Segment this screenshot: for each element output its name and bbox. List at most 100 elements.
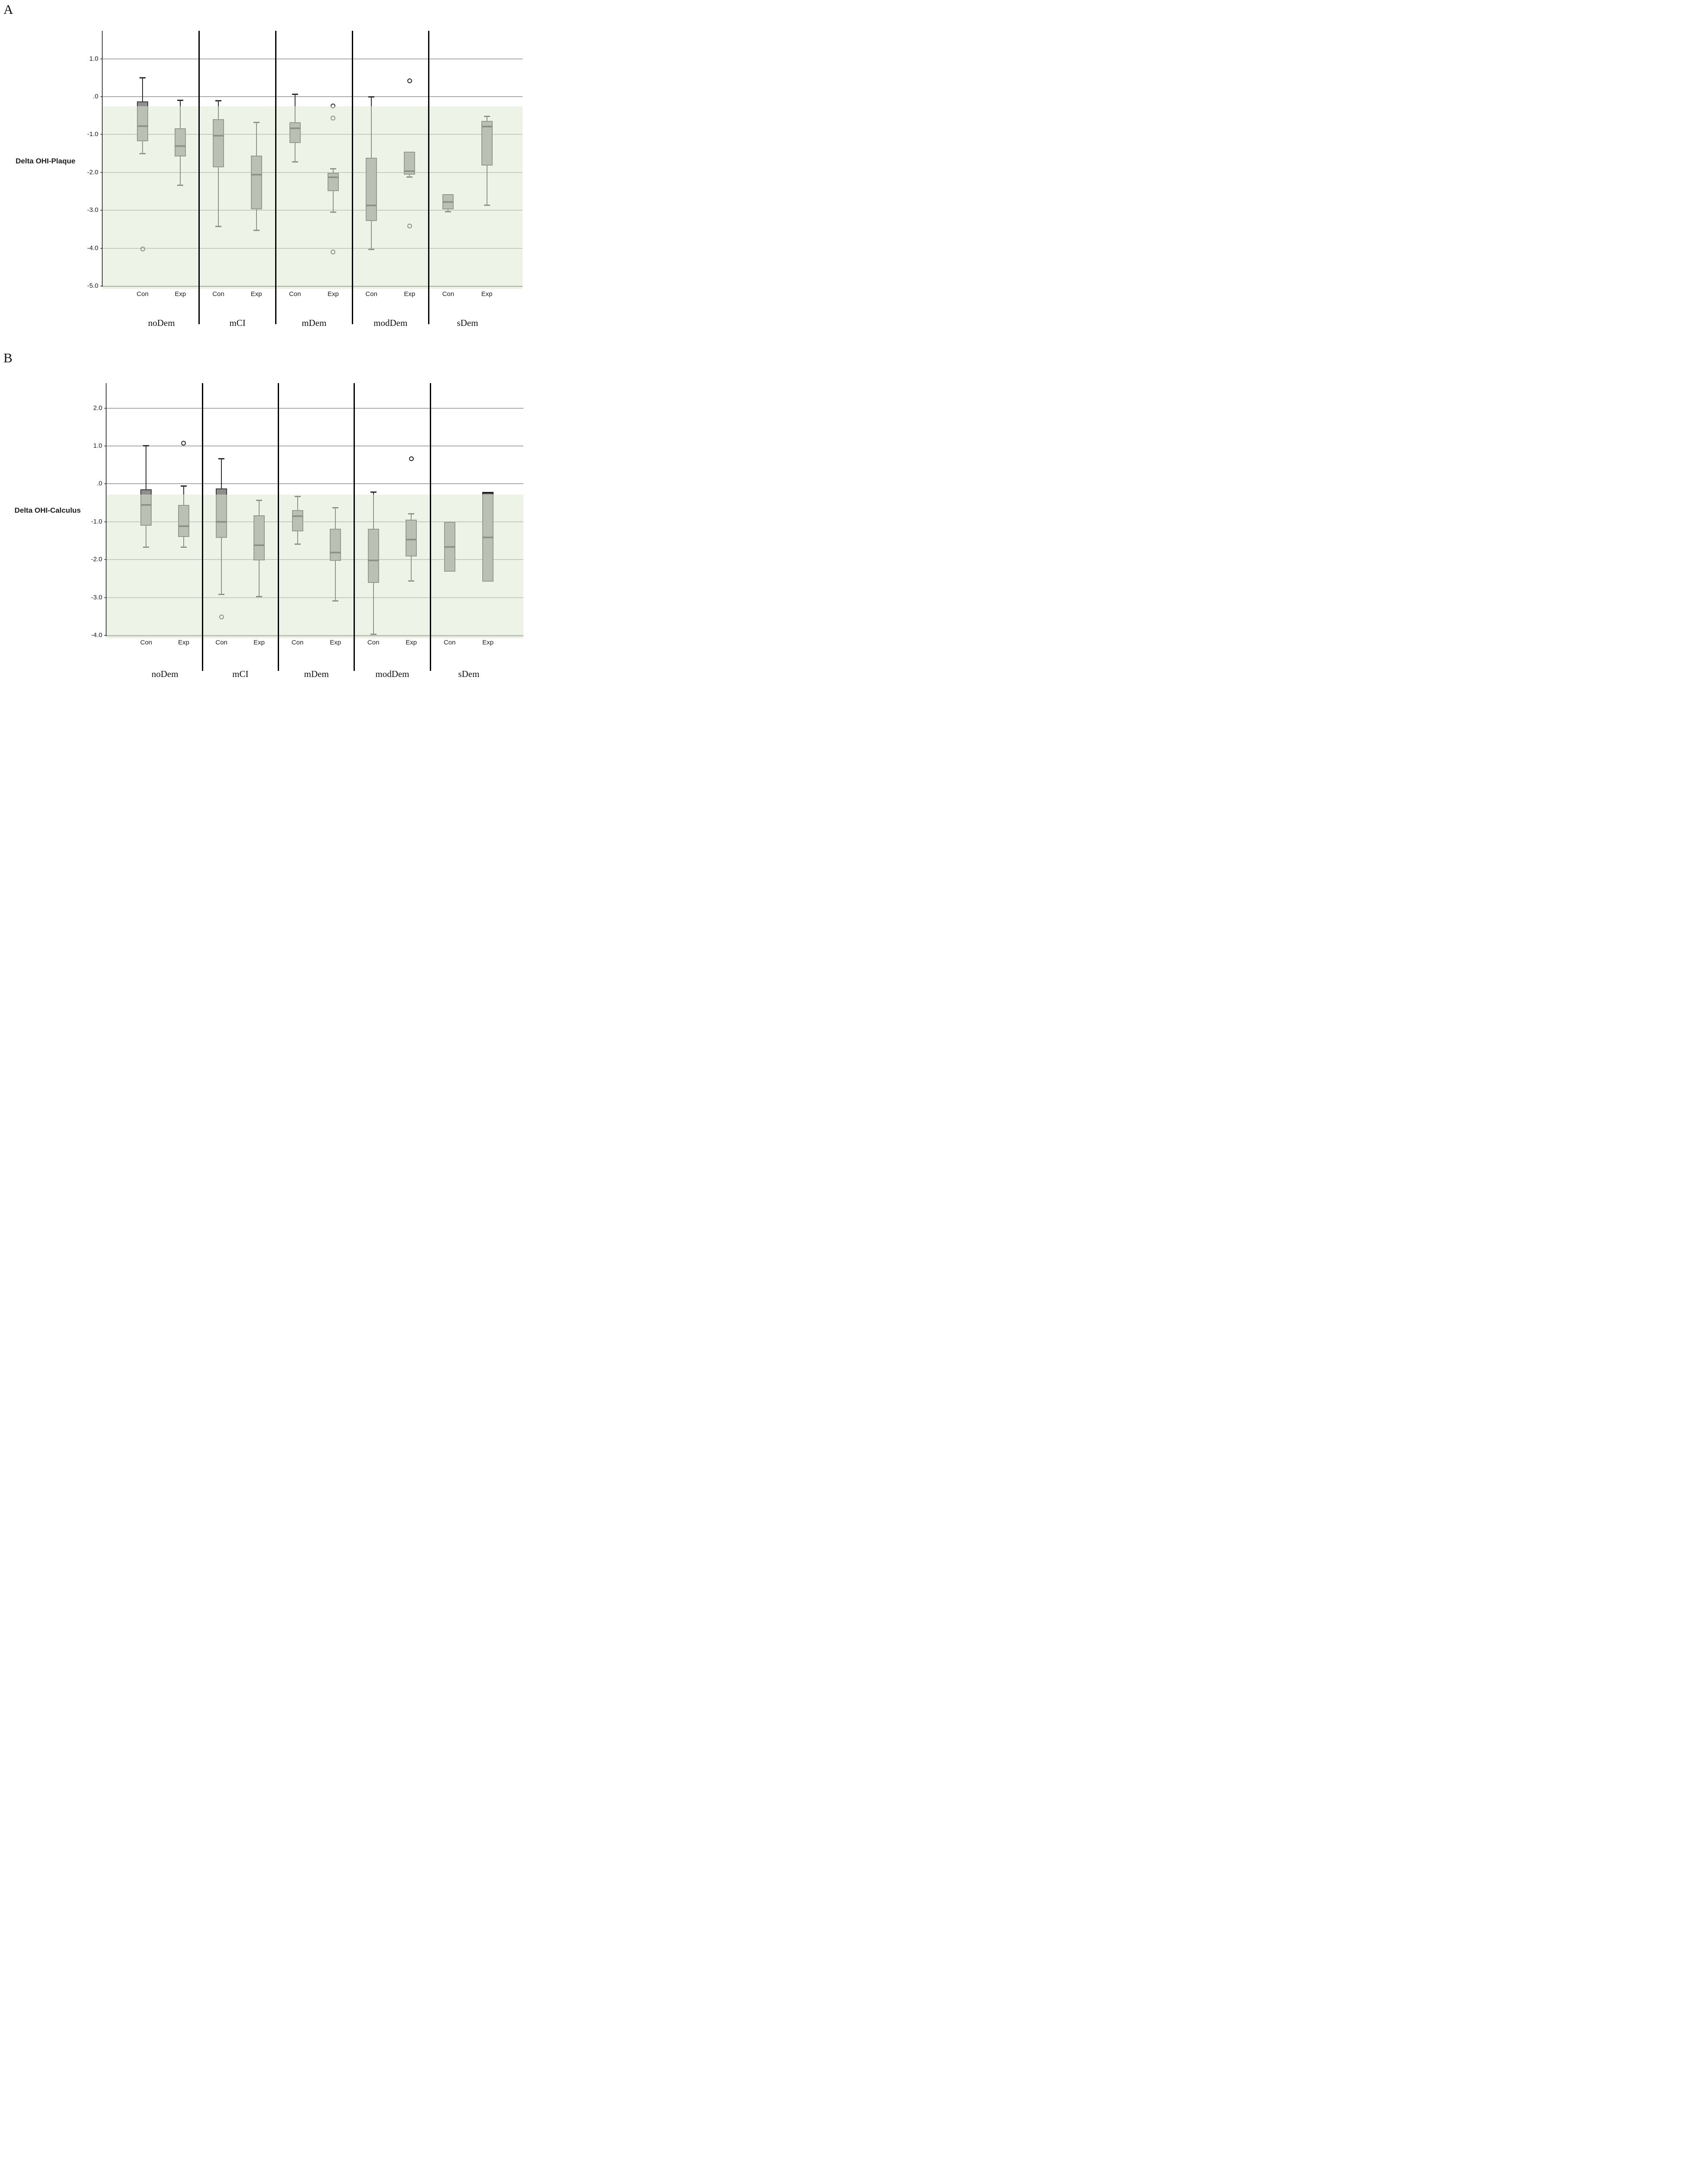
box-mdem-con [292,510,303,531]
lower-whisker-cap [370,634,377,635]
gridline [107,559,523,560]
gridline [103,247,523,249]
group-label-moddem: modDem [375,669,409,679]
group-label-mdem: mDem [304,669,329,679]
group-label-mci: mCI [232,669,249,679]
upper-whisker-cap [218,458,225,459]
condition-label-con: Con [365,290,377,298]
y-axis-tick [104,483,107,485]
condition-label-exp: Exp [178,639,189,646]
figure-canvas: A B Delta OHI-Plaque Delta OHI-Calculus … [0,0,529,680]
lower-whisker-cap [484,204,490,206]
upper-whisker [411,513,412,520]
lower-whisker-cap [177,184,184,186]
condition-label-exp: Exp [404,290,416,298]
gridline [103,172,523,173]
group-label-moddem: modDem [373,318,408,328]
upper-whisker-cap [215,100,221,101]
upper-whisker [297,496,298,510]
outlier-icon [140,246,145,251]
median-line [404,170,416,172]
group-separator [354,383,355,671]
box-mci-exp [250,156,262,210]
sig-band [107,494,523,638]
outlier-icon [409,456,414,462]
box-mdem-exp [327,172,339,191]
panel-a-plot [103,31,523,289]
lower-whisker [221,538,222,594]
box-mdem-exp [330,529,341,561]
upper-whisker [373,491,374,529]
median-line [442,201,454,203]
condition-label-exp: Exp [330,639,341,646]
upper-whisker [335,507,336,529]
group-separator [351,31,353,324]
upper-whisker [259,500,260,515]
lower-whisker-cap [330,211,336,213]
lower-whisker [371,221,372,250]
box-nodem-con [140,489,152,526]
upper-whisker-cap [408,513,415,514]
panel-b-plot [107,383,523,638]
lower-whisker-cap [368,249,375,251]
y-axis-tick [101,172,103,173]
upper-whisker-cap [368,96,375,98]
condition-label-con: Con [136,290,149,298]
y-axis-tick [104,597,107,598]
y-axis-tick [104,521,107,522]
upper-whisker-cap [370,491,377,493]
outlier-icon [407,224,412,229]
lower-whisker-cap [253,229,260,231]
condition-label-con: Con [443,639,456,646]
lower-whisker-cap [332,600,339,602]
upper-whisker [256,122,257,156]
lower-whisker-cap [143,546,149,548]
y-axis-line [106,383,107,636]
condition-label-con: Con [215,639,227,646]
median-line [444,546,455,548]
outlier-icon [219,614,224,619]
lower-whisker [373,583,374,634]
median-line [330,552,341,554]
y-tick-label: 1.0 [89,55,98,62]
box-sdem-exp [481,120,493,166]
median-line [178,525,189,527]
lower-whisker [180,156,181,185]
median-line [481,126,493,128]
lower-whisker-cap [256,595,263,597]
y-axis-tick [104,559,107,560]
condition-label-con: Con [291,639,304,646]
condition-label-exp: Exp [175,290,186,298]
lower-whisker [259,560,260,596]
group-label-mci: mCI [229,318,246,328]
gridline [103,96,523,98]
outlier-icon [331,116,336,121]
y-axis-tick [101,247,103,249]
box-top-cap [482,492,494,494]
lower-whisker-cap [218,593,225,595]
lower-whisker-cap [140,153,146,155]
box-mci-con [216,488,227,538]
upper-whisker-cap [140,77,146,79]
box-nodem-exp [175,128,186,157]
lower-whisker [183,537,184,547]
lower-whisker-cap [445,211,451,212]
gridline [107,521,523,522]
gridline [107,597,523,598]
box-nodem-con [137,101,149,142]
condition-label-exp: Exp [481,290,493,298]
lower-whisker [335,560,336,601]
y-tick-label: -2.0 [91,556,102,563]
condition-label-con: Con [212,290,224,298]
median-line [406,538,417,540]
upper-whisker [183,485,184,505]
condition-label-con: Con [140,639,153,646]
gridline [107,407,523,409]
upper-whisker-cap [256,500,263,501]
y-tick-label: .0 [97,480,102,488]
y-axis-tick [101,96,103,98]
group-label-sdem: sDem [458,669,480,679]
gridline [107,483,523,485]
panel-b-letter: B [3,350,13,365]
upper-whisker-cap [294,496,301,498]
